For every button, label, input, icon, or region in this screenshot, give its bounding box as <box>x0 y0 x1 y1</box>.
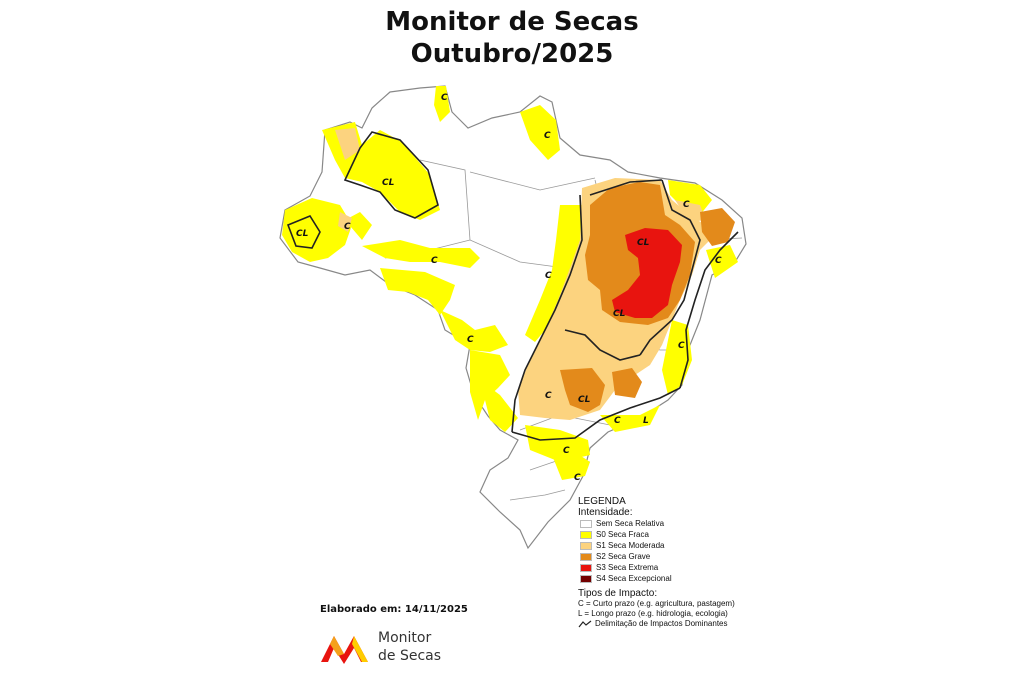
impact-label-c: C <box>544 131 551 141</box>
legend-swatch <box>580 530 592 539</box>
legend-swatch <box>580 563 592 572</box>
legend-item-label: Sem Seca Relativa <box>596 518 665 528</box>
impact-label-l: L <box>643 416 649 426</box>
monitor-de-secas-logo: Monitor de Secas <box>318 628 478 668</box>
legend-item: S2 Seca Grave <box>580 551 778 562</box>
impact-label-c: C <box>678 341 685 351</box>
legend-item-label: S3 Seca Extrema <box>596 562 659 572</box>
impact-delimitation-lines <box>286 131 739 441</box>
legend-impact-line-label: Delimitação de Impactos Dominantes <box>595 619 728 628</box>
legend-item: S4 Seca Excepcional <box>580 573 778 584</box>
legend-impact-line-row: Delimitação de Impactos Dominantes <box>578 619 778 629</box>
impact-label-cl: CL <box>296 229 309 239</box>
impact-label-cl: CL <box>613 309 626 319</box>
delimitation-line-icon <box>578 620 592 628</box>
impact-label-c: C <box>545 391 552 401</box>
impact-label-c: C <box>545 271 552 281</box>
map-subtitle-period: Outubro/2025 <box>410 39 614 69</box>
impact-label-c: C <box>574 473 581 483</box>
legend-item-label: S1 Seca Moderada <box>596 540 665 550</box>
legend-impact-long: L = Longo prazo (e.g. hidrologia, ecolog… <box>578 609 728 618</box>
impact-label-c: C <box>683 200 690 210</box>
logo-text-line1: Monitor <box>378 630 432 646</box>
impact-label-c: C <box>715 256 722 266</box>
legend-swatch <box>580 552 592 561</box>
legend-item-label: S2 Seca Grave <box>596 551 651 561</box>
legend: LEGENDA Intensidade: Sem Seca Relativa S0… <box>578 496 778 629</box>
impact-label-c: C <box>563 446 570 456</box>
impact-labels: C C CL CL C C C C C C CL CL C CL C C L C… <box>296 93 722 483</box>
legend-item: S3 Seca Extrema <box>580 562 778 573</box>
impact-label-cl: CL <box>578 395 591 405</box>
impact-label-cl: CL <box>637 238 650 248</box>
legend-swatch <box>580 574 592 583</box>
impact-label-c: C <box>467 335 474 345</box>
legend-item-label: S0 Seca Fraca <box>596 529 649 539</box>
legend-item: S1 Seca Moderada <box>580 540 778 551</box>
impact-label-c: C <box>614 416 621 426</box>
legend-items: Sem Seca Relativa S0 Seca Fraca S1 Seca Mo… <box>578 518 778 584</box>
legend-swatch <box>580 541 592 550</box>
logo-m-icon <box>321 636 368 664</box>
s0-weak-drought-areas <box>282 86 738 480</box>
legend-intensity-heading: Intensidade: <box>578 507 633 518</box>
elaboration-date: Elaborado em: 14/11/2025 <box>320 604 468 615</box>
legend-heading: LEGENDA <box>578 496 626 507</box>
legend-item-label: S4 Seca Excepcional <box>596 573 672 583</box>
legend-item: Sem Seca Relativa <box>580 518 778 529</box>
map-title: Monitor de Secas <box>385 7 639 37</box>
impact-label-c: C <box>344 222 351 232</box>
legend-impact-heading: Tipos de Impacto: <box>578 588 658 599</box>
legend-swatch <box>580 519 592 528</box>
s3-extreme-drought-areas <box>612 228 682 318</box>
legend-impact-short: C = Curto prazo (e.g. agricultura, pasta… <box>578 599 735 608</box>
impact-label-c: C <box>431 256 438 266</box>
impact-label-cl: CL <box>382 178 395 188</box>
legend-item: S0 Seca Fraca <box>580 529 778 540</box>
impact-label-c: C <box>441 93 448 103</box>
logo-text-line2: de Secas <box>378 648 442 664</box>
